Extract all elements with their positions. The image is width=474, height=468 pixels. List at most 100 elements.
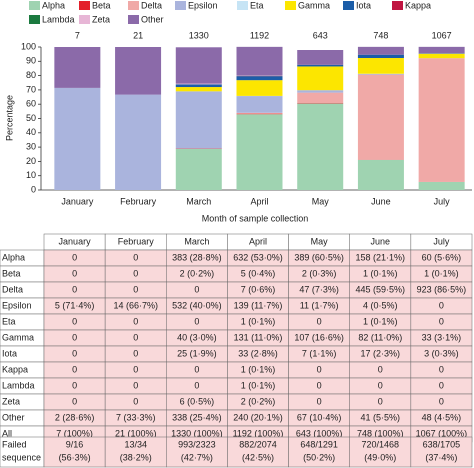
table-cell — [288, 436, 350, 468]
table-cell-text: 7 (33·3%) — [116, 412, 156, 422]
legend-label: Beta — [92, 0, 111, 10]
table-cell-text: 648/1291 — [300, 439, 338, 449]
table-cell-text: 383 (28·8%) — [172, 252, 222, 262]
table-header: July — [433, 236, 450, 246]
bar-segment — [175, 47, 222, 84]
legend-swatch — [343, 1, 354, 10]
y-tick-label: 20 — [26, 156, 36, 166]
bar-segment — [236, 112, 283, 114]
table-cell-text: 0 — [194, 380, 199, 390]
legend-swatch — [285, 1, 296, 10]
table-cell-text: 0 — [72, 348, 77, 358]
table-cell-text: 0 — [439, 396, 444, 406]
table-cell-text: 139 (11·7%) — [234, 300, 283, 310]
table-cell-text: 131 (11·0%) — [234, 332, 283, 342]
table-cell-text: 0 — [378, 380, 383, 390]
legend-label: Epsilon — [188, 0, 218, 10]
table-cell-text: 532 (40·0%) — [172, 300, 222, 310]
bar-segment — [418, 46, 465, 54]
x-tick-label: June — [371, 196, 391, 206]
bar-segment — [175, 84, 222, 88]
bar-total-label: 748 — [373, 30, 388, 40]
bar-segment — [175, 91, 222, 149]
table-cell-text: 11 (1·7%) — [300, 300, 339, 310]
table-cell-text: 7 (0·6%) — [241, 284, 276, 294]
x-tick-label: February — [120, 196, 157, 206]
table-cell-text: 107 (16·6%) — [294, 332, 344, 342]
y-tick-label: 50 — [26, 113, 36, 123]
bar-segment — [297, 66, 344, 91]
table-cell-text: 240 (20·1%) — [233, 412, 283, 422]
table-row-label: Failed — [2, 439, 27, 449]
table-cell-text: (38·2%) — [120, 452, 152, 462]
bar-segment — [357, 46, 404, 55]
table-cell-text: 0 — [317, 364, 322, 374]
table-cell — [0, 436, 45, 468]
bar-segment — [236, 80, 283, 96]
table-cell-text: 14 (66·7%) — [113, 300, 158, 310]
table-row-label: Iota — [2, 348, 17, 358]
bar-segment — [297, 64, 344, 67]
table-cell-text: 0 — [72, 364, 77, 374]
table-cell-text: 993/2323 — [178, 439, 216, 449]
table-cell-text: 9/16 — [66, 439, 84, 449]
table-cell-text: 0 — [194, 364, 199, 374]
legend-label: Other — [141, 14, 164, 24]
table-cell-text: 0 — [72, 252, 77, 262]
table-cell-text: 2 (0·2%) — [180, 268, 215, 278]
table-cell-text: 41 (5·5%) — [361, 412, 401, 422]
table-cell-text: 82 (11·0%) — [358, 332, 402, 342]
table-cell-text: (37·4%) — [425, 452, 457, 462]
bar-segment — [115, 47, 162, 95]
bar-segment — [357, 54, 404, 59]
table-cell-text: 1 (0·1%) — [363, 316, 398, 326]
table-header: March — [184, 236, 209, 246]
bar-segment — [418, 181, 465, 190]
table-cell-text: 0 — [133, 284, 138, 294]
table-cell-text: 0 — [317, 396, 322, 406]
table-row-label: Epsilon — [2, 300, 32, 310]
y-tick-label: 70 — [26, 84, 36, 94]
y-tick-label: 90 — [26, 56, 36, 66]
table-cell-text: 0 — [133, 380, 138, 390]
table-cell-text: 3 (0·3%) — [424, 348, 459, 358]
legend-label: Gamma — [298, 0, 330, 10]
table-cell-text: 638/1705 — [423, 439, 461, 449]
table-cell-text: 67 (10·4%) — [297, 412, 342, 422]
bar-segment — [236, 46, 283, 76]
table-row-label: Eta — [2, 316, 16, 326]
table-cell-text: 923 (86·5%) — [417, 284, 467, 294]
table-cell-text: 0 — [133, 252, 138, 262]
bar-total-label: 1192 — [250, 30, 269, 40]
legend-swatch — [175, 1, 186, 10]
table-header: June — [371, 236, 391, 246]
table-cell-text: 0 — [72, 316, 77, 326]
table-cell-text: 0 — [72, 284, 77, 294]
table-cell-text: 643 (100%) — [296, 428, 343, 438]
table-cell-text: (42·5%) — [242, 452, 274, 462]
bar-segment — [236, 113, 283, 115]
table-cell-text: 0 — [439, 364, 444, 374]
table-cell-text: 40 (3·0%) — [177, 332, 217, 342]
table-cell-text: 2 (0·3%) — [302, 268, 337, 278]
table-cell-text: 0 — [133, 364, 138, 374]
table-cell-text: 0 — [72, 268, 77, 278]
table-cell-text: 7 (1·1%) — [302, 348, 337, 358]
y-axis-title: Percentage — [4, 95, 14, 141]
legend-label: Alpha — [42, 0, 65, 10]
table-cell-text: 1 (0·1%) — [363, 268, 398, 278]
table-cell — [166, 436, 228, 468]
bar-segment — [297, 92, 344, 104]
bar-segment — [175, 83, 222, 85]
bar-segment — [357, 58, 404, 74]
y-tick-label: 100 — [21, 41, 36, 51]
table-cell-text: 48 (4·5%) — [422, 412, 462, 422]
table-cell-text: 1 (0·1%) — [241, 380, 276, 390]
table-cell-text: (50·2%) — [303, 452, 335, 462]
table-row-label: Alpha — [2, 252, 25, 262]
table-header: May — [311, 236, 329, 246]
table-cell-text: 1067 (100%) — [416, 428, 468, 438]
table-cell — [227, 436, 289, 468]
legend-label: Lambda — [42, 14, 75, 24]
